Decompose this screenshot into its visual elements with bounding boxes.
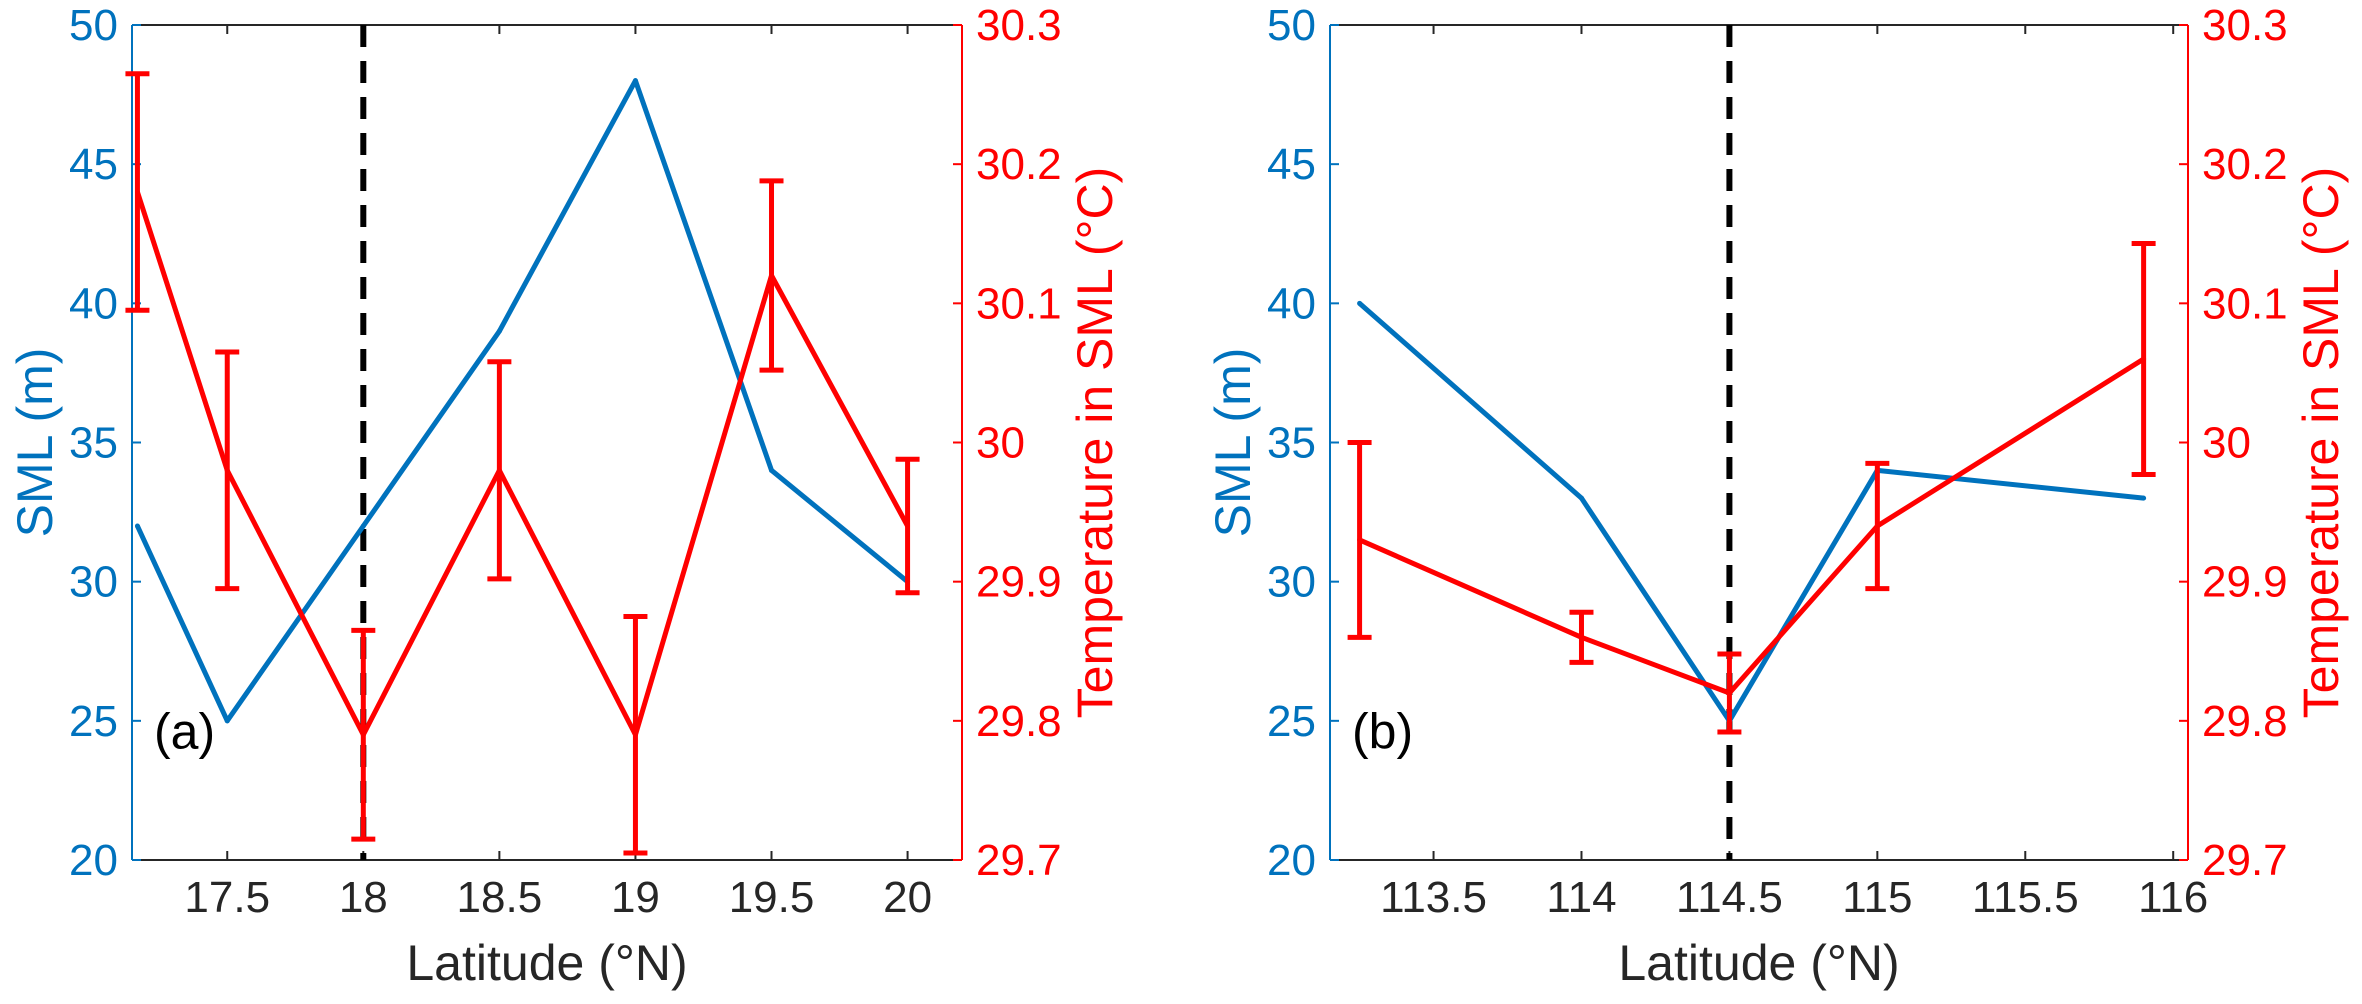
x-tick-label: 18.5 [457,873,543,922]
right-y-tick-label: 30.1 [976,279,1062,328]
right-y-tick-label: 30.1 [2202,279,2288,328]
right-y-tick-label: 30.2 [2202,140,2288,189]
chart-panel-a: 17.5 18 18.5 19 19.5 20 20 25 30 35 40 45 50 29.7 29.8… [7,1,1123,991]
left-y-tick-label: 20 [1267,836,1316,885]
x-tick-label: 19.5 [729,873,815,922]
sml-series-line [1357,301,2144,724]
sml-data-point [1578,495,1584,501]
sml-data-point [360,523,366,529]
left-y-tick-label: 35 [1267,419,1316,468]
sml-data-point [2141,495,2147,501]
x-tick-label: 18 [339,873,388,922]
right-y-tick-label: 29.8 [2202,697,2288,746]
left-y-tick-label: 45 [1267,140,1316,189]
right-y-tick-label: 29.8 [976,697,1062,746]
right-y-tick-label: 30.3 [976,1,1062,50]
sml-data-point [134,523,140,529]
right-y-tick-label: 30 [2202,419,2251,468]
panel-label: (a) [154,704,215,760]
x-tick-label: 114.5 [1676,873,1783,922]
left-y-axis-label: SML (m) [7,348,63,538]
left-y-tick-label: 35 [69,419,118,468]
temperature-series-line [135,191,910,738]
right-y-tick-label: 29.7 [976,836,1062,885]
x-tick-label: 113.5 [1380,873,1487,922]
x-tick-label: 17.5 [184,873,270,922]
sml-data-point [632,78,638,84]
x-axis-label: Latitude (°N) [1618,935,1899,991]
right-y-tick-label: 30 [976,419,1025,468]
left-y-tick-label: 25 [1267,697,1316,746]
left-y-tick-label: 50 [69,1,118,50]
right-y-tick-label: 30.2 [976,140,1062,189]
left-y-tick-label: 30 [69,558,118,607]
x-tick-label: 114 [1546,873,1616,922]
x-tick-label: 20 [883,873,932,922]
left-y-tick-label: 45 [69,140,118,189]
sml-data-point [1357,300,1363,306]
left-y-tick-label: 50 [1267,1,1316,50]
left-y-tick-label: 40 [1267,279,1316,328]
x-tick-label: 116 [2138,873,2208,922]
sml-series-line [135,78,910,724]
chart-panel-b: 113.5 114 114.5 115 115.5 116 20 25 30 35 40 45 50 29… [1205,1,2349,991]
sml-data-point [224,718,230,724]
right-y-tick-label: 29.9 [2202,558,2288,607]
panel-label: (b) [1352,704,1413,760]
left-y-tick-label: 30 [1267,558,1316,607]
x-tick-label: 19 [611,873,660,922]
sml-data-point [769,467,775,473]
left-y-tick-label: 20 [69,836,118,885]
right-y-axis-label: Temperature in SML (°C) [2293,167,2349,719]
left-y-axis-label: SML (m) [1205,348,1261,538]
left-y-tick-label: 40 [69,279,118,328]
x-axis-label: Latitude (°N) [406,935,687,991]
left-y-tick-label: 25 [69,697,118,746]
x-tick-label: 115.5 [1972,873,2079,922]
sml-data-point [496,328,502,334]
right-y-tick-label: 29.7 [2202,836,2288,885]
right-y-axis-label: Temperature in SML (°C) [1067,167,1123,719]
x-tick-label: 115 [1842,873,1912,922]
right-y-tick-label: 30.3 [2202,1,2288,50]
right-y-tick-label: 29.9 [976,558,1062,607]
